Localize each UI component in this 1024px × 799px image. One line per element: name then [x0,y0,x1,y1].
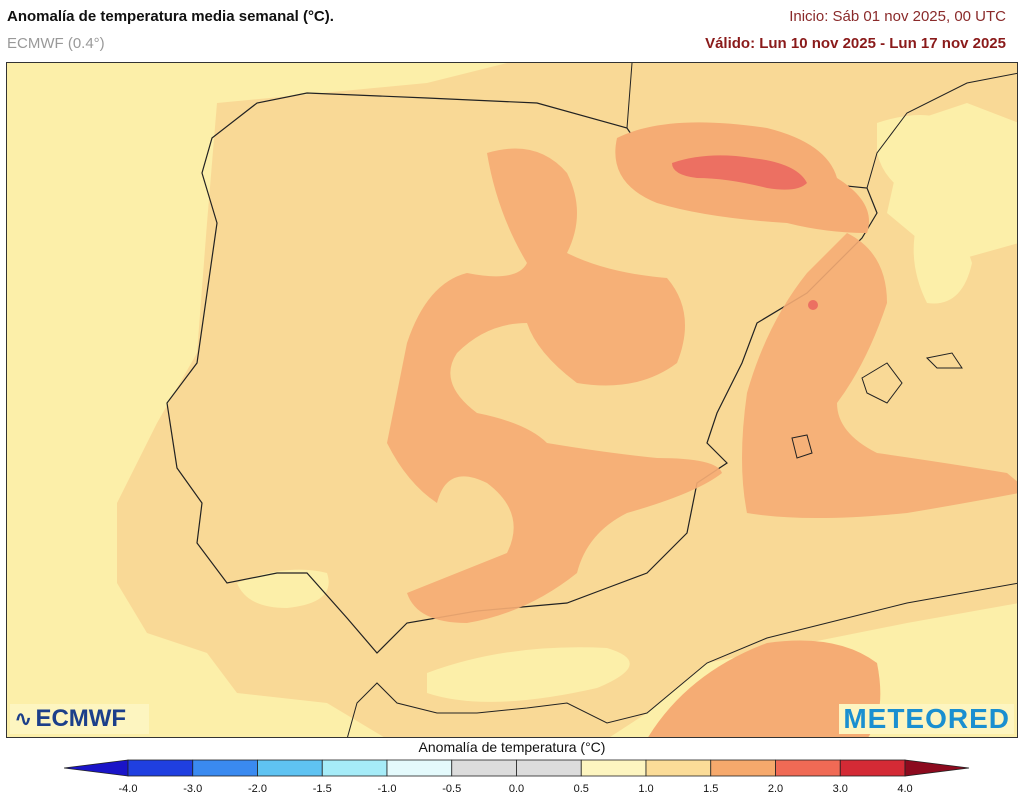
colorbar-tick-label: -4.0 [118,783,138,795]
colorbar-segment [516,759,582,777]
valid-period: Válido: Lun 10 nov 2025 - Lun 17 nov 202… [705,35,1006,52]
colorbar-tick-label: -1.0 [377,783,397,795]
anomaly-area-2-3-pyrenees [672,155,807,190]
anomaly-area-0.5-1-south [427,647,630,702]
map-canvas [117,63,1017,737]
colorbar-over-triangle [904,759,970,777]
anomaly-area-0.5-1-gulf [237,569,329,608]
colorbar-tick-label: 4.0 [897,783,913,795]
anomaly-area-0.5-1-ne [877,115,972,304]
colorbar-segment [645,759,712,777]
africa-coastline [347,582,1017,737]
colorbar-tick-label: -3.0 [183,783,203,795]
anomaly-area-1.5-2-africa [648,640,881,737]
anomaly-area-1-1.5 [117,63,1017,737]
anomaly-spot [808,300,818,310]
colorbar-tick-label: -0.5 [442,783,462,795]
colorbar-tick-label: -1.5 [312,783,332,795]
model-label: ECMWF (0.4°) [7,35,105,52]
colorbar-segment [192,759,258,777]
colorbar-tick-label: 0.0 [508,783,525,795]
colorbar-tick-label: 3.0 [832,783,848,795]
colorbar-tick-label: -2.0 [248,783,267,795]
colorbar-tick-label: 2.0 [767,783,784,795]
colorbar-under-triangle [64,759,129,777]
ecmwf-symbol-icon: ∿ [14,706,33,731]
colorbar-tick-label: 1.5 [703,783,719,795]
france-coastline [626,63,1017,189]
colorbar-segment [127,759,194,777]
colorbar-tick-label: 1.0 [638,783,654,795]
meteored-logo: METEORED [839,703,1014,734]
colorbar-segment [710,759,776,777]
anomaly-map: ∿ ECMWF METEORED [6,62,1018,738]
colorbar-segment [775,759,841,777]
colorbar-segment [839,759,906,777]
colorbar-segment [386,759,453,777]
colorbar-title: Anomalía de temperatura (°C) [418,739,606,755]
anomaly-area-1.5-2-center [387,148,722,623]
colorbar-segment [451,759,517,777]
colorbar-segment [257,759,323,777]
colorbar-segment [580,759,647,777]
colorbar-segment [321,759,388,777]
colorbar-tick-label: 0.5 [573,783,589,795]
map-title: Anomalía de temperatura media semanal (°… [7,8,334,25]
balearic-islands [791,352,963,459]
init-date: Inicio: Sáb 01 nov 2025, 00 UTC [789,8,1006,25]
ecmwf-logo: ∿ ECMWF [10,704,149,734]
colorbar [64,759,970,777]
ecmwf-logo-text: ECMWF [35,705,127,732]
